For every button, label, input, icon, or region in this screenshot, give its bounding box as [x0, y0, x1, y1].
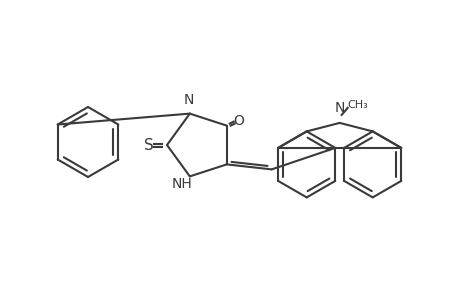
Text: CH₃: CH₃: [347, 100, 368, 110]
Text: S: S: [144, 137, 154, 152]
Text: O: O: [233, 114, 244, 128]
Text: NH: NH: [171, 177, 192, 191]
Text: N: N: [183, 93, 194, 106]
Text: N: N: [334, 101, 344, 115]
